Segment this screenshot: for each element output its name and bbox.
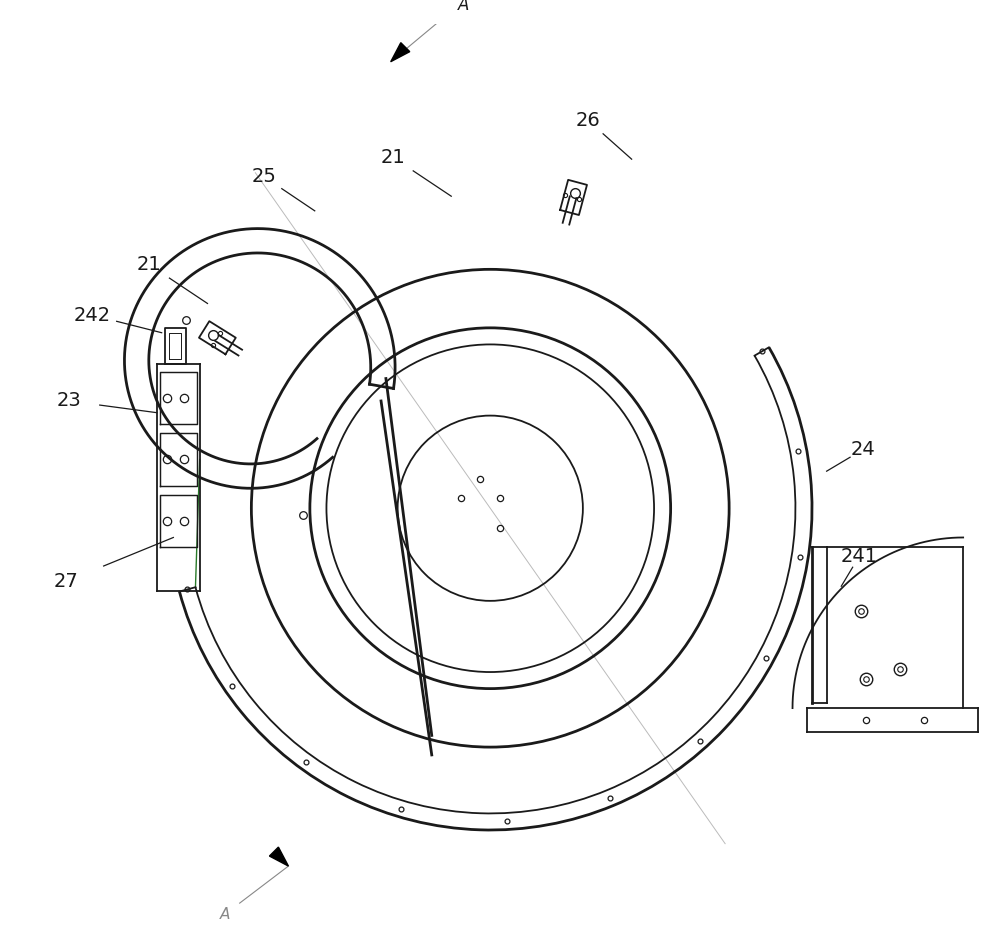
Polygon shape <box>269 848 288 867</box>
Text: 241: 241 <box>840 547 877 566</box>
Text: 21: 21 <box>380 148 405 167</box>
Text: 242: 242 <box>74 306 111 325</box>
Polygon shape <box>391 43 410 62</box>
Text: 26: 26 <box>575 111 600 130</box>
Text: 24: 24 <box>850 440 875 459</box>
Text: 25: 25 <box>252 168 276 187</box>
Text: 27: 27 <box>54 572 78 591</box>
Text: 21: 21 <box>137 255 161 274</box>
Text: A: A <box>220 907 230 922</box>
Text: 23: 23 <box>57 391 81 410</box>
Text: A: A <box>458 0 470 14</box>
